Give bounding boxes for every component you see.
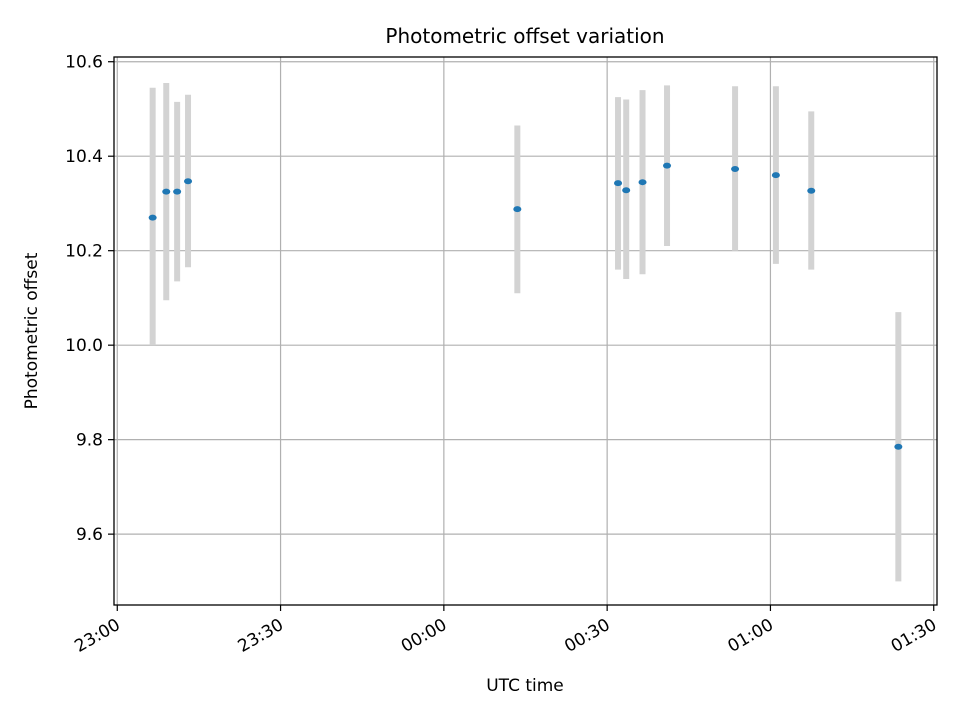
data-point <box>162 188 171 195</box>
data-point <box>807 187 816 194</box>
data-point <box>894 443 903 450</box>
data-point <box>771 172 780 179</box>
x-axis-label: UTC time <box>486 676 564 696</box>
y-tick-label: 9.6 <box>76 525 103 545</box>
data-points <box>148 162 903 450</box>
y-tick-label: 10.4 <box>65 147 103 167</box>
data-point <box>173 188 182 195</box>
y-tick-label: 10.0 <box>65 336 103 356</box>
grid-lines <box>114 57 937 605</box>
y-tick-label: 10.6 <box>65 53 103 73</box>
data-point <box>614 180 623 187</box>
data-point <box>731 165 740 172</box>
y-tick-label: 10.2 <box>65 242 103 262</box>
plot-frame <box>113 56 938 606</box>
data-point <box>663 162 672 169</box>
y-axis-label: Photometric offset <box>22 252 42 409</box>
data-point <box>513 206 522 213</box>
chart-title: Photometric offset variation <box>385 24 664 48</box>
data-point <box>184 178 193 185</box>
data-point <box>148 214 157 221</box>
data-point <box>622 187 631 194</box>
data-point <box>638 179 647 186</box>
y-tick-label: 9.8 <box>76 431 103 451</box>
